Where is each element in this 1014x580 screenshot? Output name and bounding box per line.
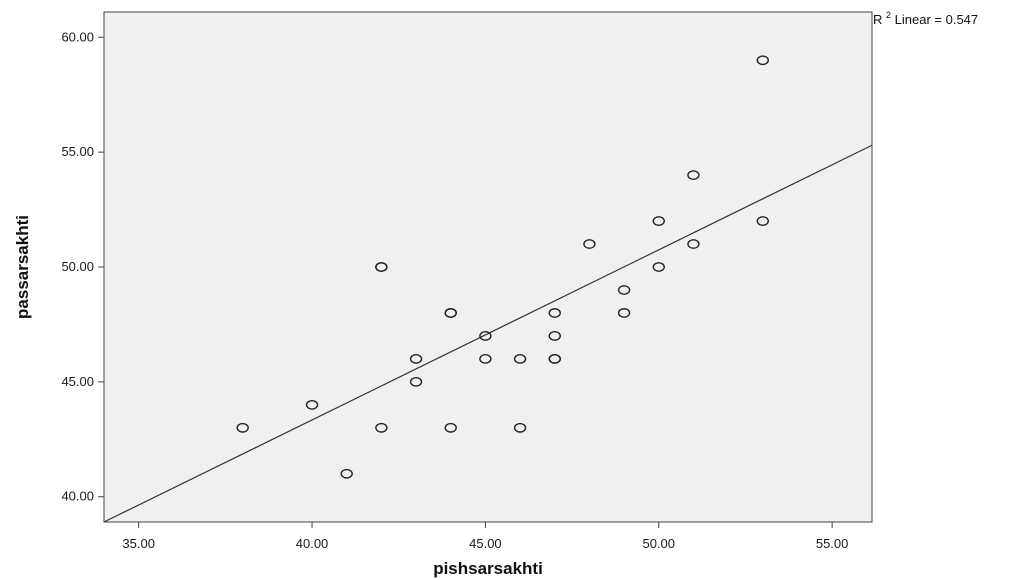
data-point xyxy=(617,308,631,318)
r-label: R xyxy=(873,12,882,27)
data-point xyxy=(617,285,631,295)
data-point xyxy=(409,376,423,387)
data-point xyxy=(756,55,769,66)
data-point xyxy=(444,308,457,318)
data-point xyxy=(652,262,665,272)
y-tick-label: 60.00 xyxy=(61,29,94,44)
data-point xyxy=(583,239,596,249)
linear-fit-line xyxy=(103,144,873,523)
data-point xyxy=(756,216,769,226)
data-point xyxy=(340,468,353,479)
plot-area xyxy=(103,11,873,523)
x-axis-title: pishsarsakhti xyxy=(433,559,543,578)
x-axis: 35.00 40.00 45.00 50.00 55.00 xyxy=(122,522,848,551)
data-point xyxy=(444,422,457,433)
data-point xyxy=(236,422,249,433)
y-axis-title: passarsakhti xyxy=(13,215,32,319)
data-point xyxy=(548,308,561,318)
x-tick-label: 50.00 xyxy=(642,536,675,551)
x-tick-label: 35.00 xyxy=(122,536,155,551)
data-point xyxy=(479,331,492,341)
y-axis: 40.00 45.00 50.00 55.00 60.00 xyxy=(61,29,104,504)
data-point xyxy=(513,422,527,433)
data-point xyxy=(513,353,527,364)
data-point xyxy=(687,239,700,249)
data-point xyxy=(548,353,561,364)
data-point xyxy=(375,262,388,272)
y-tick-label: 45.00 xyxy=(61,374,94,389)
data-points xyxy=(236,55,769,479)
data-point xyxy=(479,353,492,364)
x-tick-label: 45.00 xyxy=(469,536,502,551)
r-squared-annotation: R 2 Linear = 0.547 xyxy=(873,6,978,27)
data-point xyxy=(652,216,665,226)
r-superscript: 2 xyxy=(886,10,891,20)
data-point xyxy=(409,353,423,364)
x-tick-label: 55.00 xyxy=(816,536,849,551)
data-point xyxy=(375,422,388,433)
data-point xyxy=(305,399,319,410)
r-linear-value: Linear = 0.547 xyxy=(895,12,978,27)
x-tick-label: 40.00 xyxy=(296,536,329,551)
data-point xyxy=(548,331,561,341)
y-tick-label: 50.00 xyxy=(61,259,94,274)
y-tick-label: 40.00 xyxy=(61,489,94,504)
data-point xyxy=(687,170,700,181)
y-tick-label: 55.00 xyxy=(61,144,94,159)
